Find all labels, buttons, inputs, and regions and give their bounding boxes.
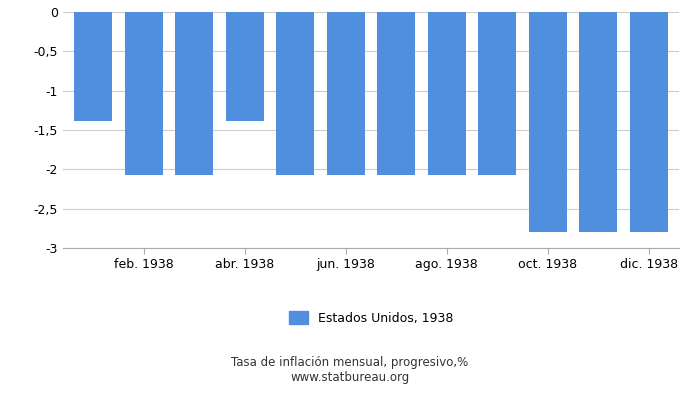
Bar: [528, 12, 567, 232]
Bar: [276, 12, 314, 175]
Bar: [125, 12, 162, 175]
Bar: [377, 12, 415, 175]
Bar: [478, 12, 516, 175]
Legend: Estados Unidos, 1938: Estados Unidos, 1938: [284, 306, 458, 330]
Bar: [428, 12, 466, 175]
Bar: [630, 12, 668, 232]
Text: Tasa de inflación mensual, progresivo,%
www.statbureau.org: Tasa de inflación mensual, progresivo,% …: [232, 356, 468, 384]
Bar: [580, 12, 617, 232]
Bar: [226, 12, 264, 121]
Bar: [74, 12, 112, 121]
Bar: [175, 12, 214, 175]
Bar: [327, 12, 365, 175]
